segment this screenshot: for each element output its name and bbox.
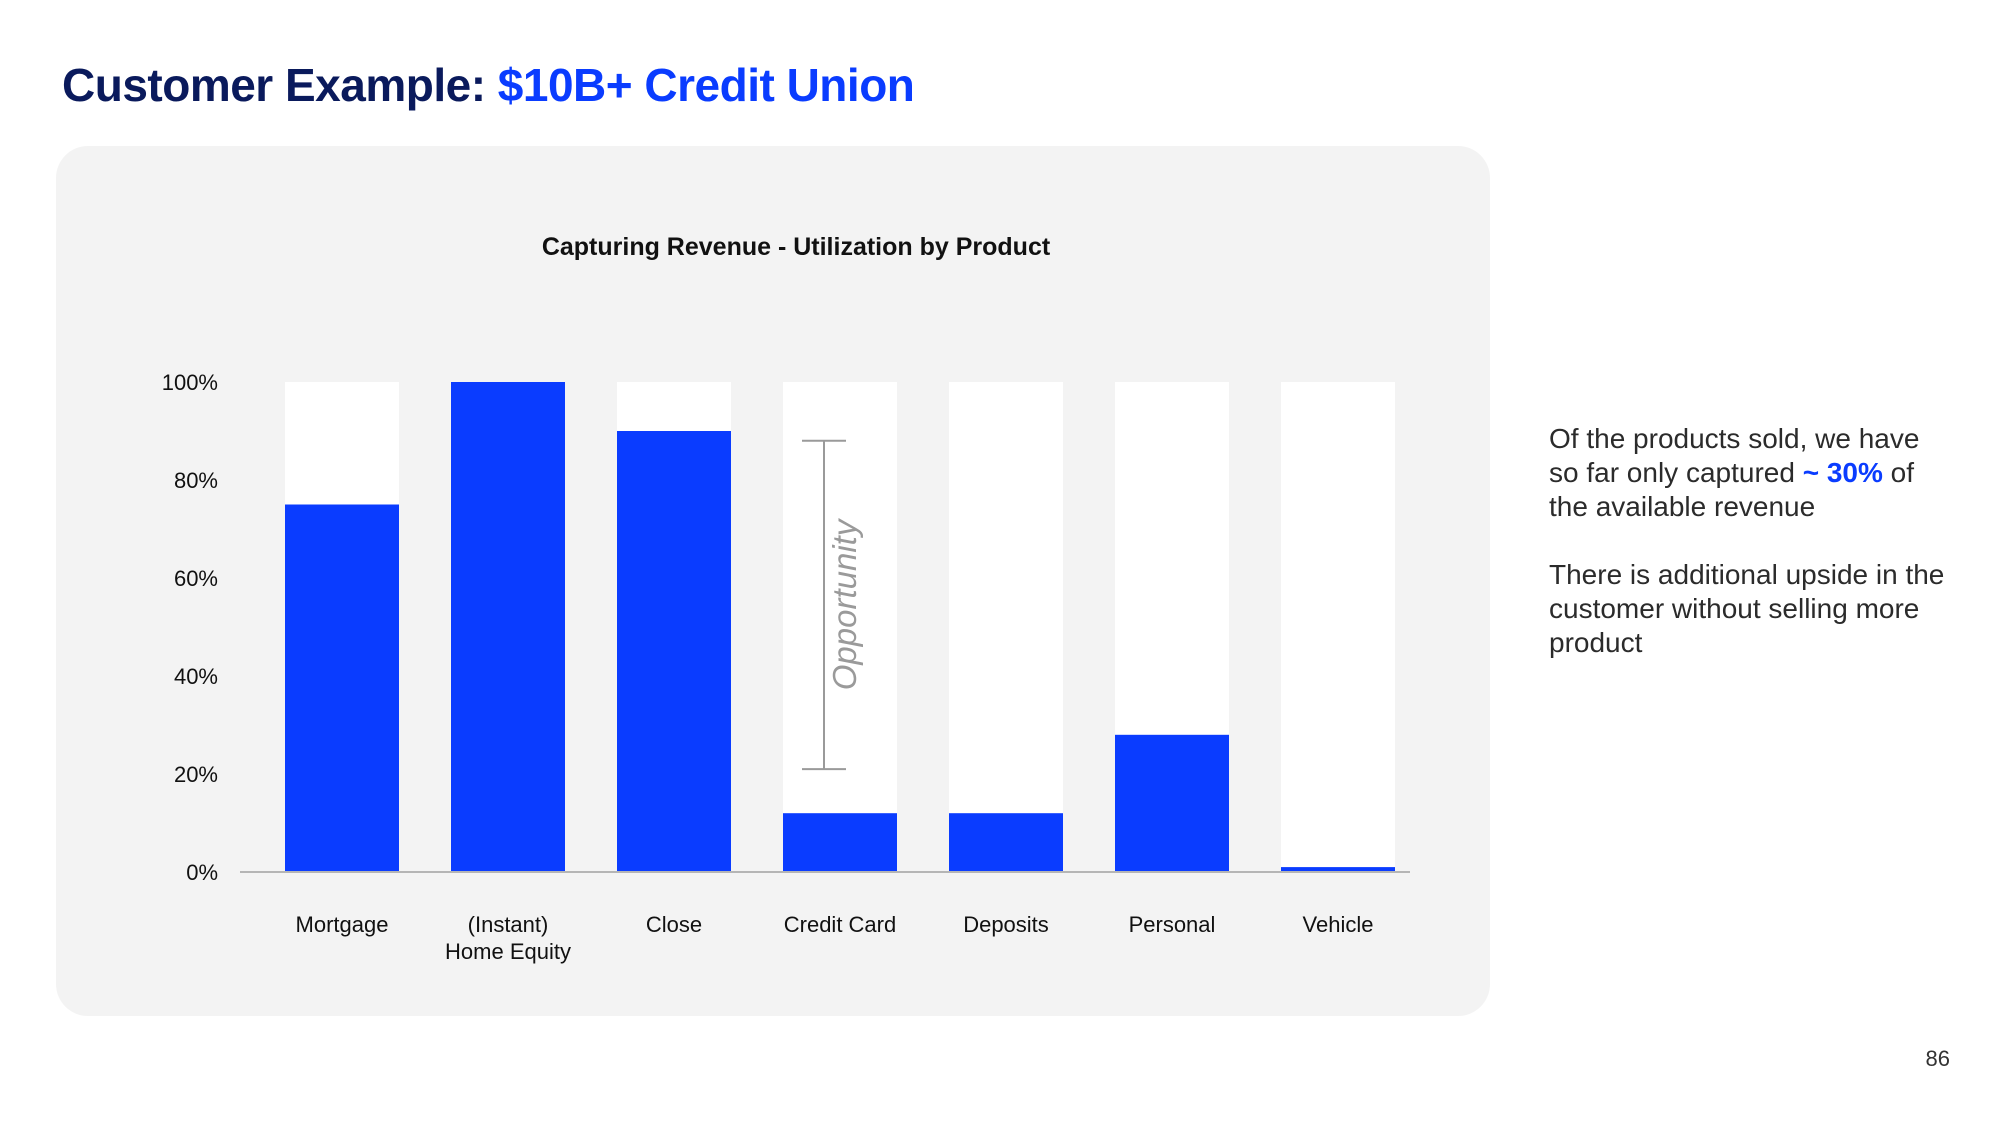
annotation-label: Opportunity [826,517,863,690]
slide-title: Customer Example: $10B+ Credit Union [62,58,915,112]
side-text: Of the products sold, we have so far onl… [1549,422,1949,694]
y-tick-label-0: 0% [186,860,218,885]
x-category-label-0: Mortgage [296,912,389,937]
bar-track-6 [1281,382,1395,872]
side-text-highlight: ~ 30% [1802,457,1883,488]
bar-5 [1115,734,1229,872]
x-category-label-4: Deposits [963,912,1049,937]
bar-6 [1281,867,1395,872]
side-text-p1-before: Of the products sold, we have so far onl… [1549,423,1920,488]
y-axis-labels: 0% 20% 40% 60% 80% 100% [162,370,218,885]
x-category-label-1: (Instant) Home Equity [445,912,571,964]
bar-chart: Capturing Revenue - Utilization by Produ… [162,233,1410,964]
bar-track-3 [783,382,897,872]
side-text-p1-after: of the available revenue [1549,457,1915,522]
side-text-paragraph-2: There is additional upside in the custom… [1549,559,1945,658]
chart-title: Capturing Revenue - Utilization by Produ… [542,233,1051,261]
y-tick-label-40: 40% [174,664,218,689]
y-tick-label-100: 100% [162,370,218,395]
x-category-label-5: Personal [1129,912,1216,937]
bar-3 [783,813,897,872]
x-category-label-3: Credit Card [784,912,896,937]
bar-1 [451,382,565,872]
x-category-label-6: Vehicle [1303,912,1374,937]
bar-4 [949,813,1063,872]
bar-0 [285,504,399,872]
side-text-paragraph-1: Of the products sold, we have so far onl… [1549,422,1949,524]
bar-2 [617,431,731,872]
bar-track-4 [949,382,1063,872]
x-axis-labels: Mortgage (Instant) Home Equity Close Credit … [296,912,1374,964]
chart-panel: Capturing Revenue - Utilization by Produ… [56,146,1490,1016]
y-tick-label-80: 80% [174,468,218,493]
y-tick-label-20: 20% [174,762,218,787]
title-prefix: Customer Example: [62,59,486,111]
opportunity-annotation: Opportunity [802,439,863,771]
title-accent: $10B+ Credit Union [497,59,915,111]
page-number: 86 [1925,1046,1950,1071]
bars [285,382,1395,872]
y-tick-label-60: 60% [174,566,218,591]
x-category-label-2: Close [646,912,702,937]
